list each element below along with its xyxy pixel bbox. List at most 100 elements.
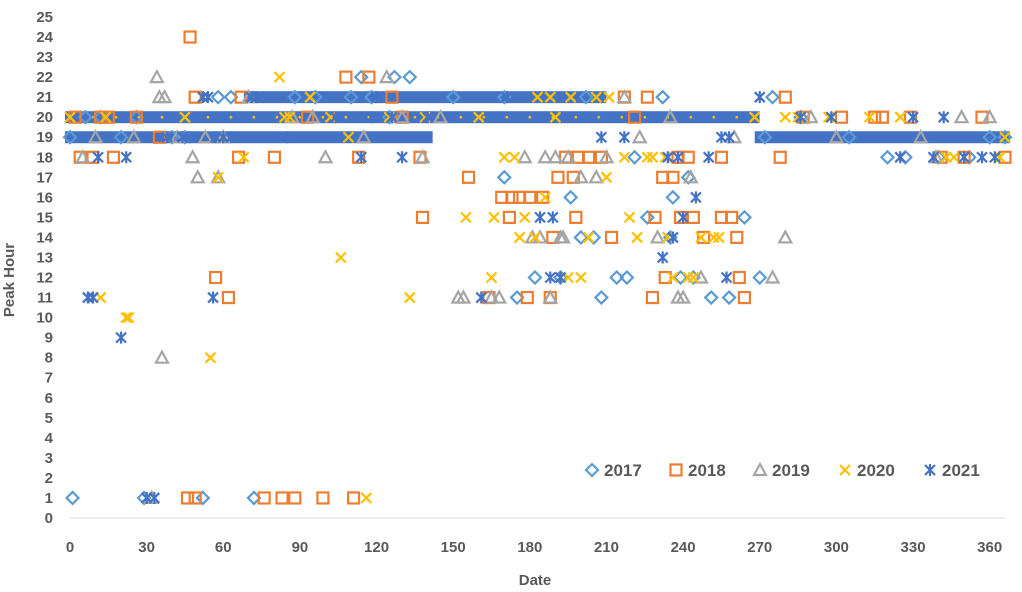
- data-point: [64, 490, 81, 506]
- data-point: [912, 128, 929, 144]
- y-tick-label: 16: [36, 189, 53, 206]
- data-point: [686, 210, 700, 224]
- data-point: [212, 171, 224, 184]
- data-point: [432, 108, 449, 124]
- data-point: [460, 211, 472, 224]
- data-point: [564, 91, 577, 103]
- data-point: [714, 150, 729, 164]
- data-point: [445, 89, 461, 105]
- data-point: [221, 290, 235, 305]
- data-point: [488, 211, 500, 224]
- data-point: [582, 231, 595, 244]
- data-point: [534, 211, 546, 224]
- x-tick-label: 30: [138, 539, 155, 556]
- data-point: [304, 108, 321, 124]
- band-dot: [482, 115, 486, 119]
- data-point: [148, 491, 161, 504]
- data-point: [773, 150, 787, 164]
- data-point: [590, 91, 603, 103]
- y-tick-label: 5: [45, 410, 53, 427]
- data-point: [894, 151, 907, 164]
- data-point: [573, 229, 589, 245]
- data-point: [209, 270, 223, 285]
- data-point: [554, 271, 567, 284]
- series-2019: [74, 68, 998, 505]
- data-point: [863, 111, 876, 123]
- x-tick-label: 300: [824, 539, 849, 556]
- data-point: [461, 170, 476, 184]
- data-point: [283, 111, 296, 123]
- band-dot: [597, 115, 601, 119]
- data-point: [188, 491, 202, 505]
- data-point: [737, 290, 752, 305]
- data-point: [304, 91, 316, 103]
- data-point: [604, 230, 619, 245]
- data-point: [188, 90, 202, 104]
- data-point: [779, 111, 792, 123]
- data-point: [237, 151, 250, 164]
- data-point: [101, 110, 115, 124]
- x-tick-label: 270: [747, 539, 772, 556]
- data-point: [646, 151, 659, 164]
- dense-band-2021: [754, 131, 1010, 144]
- data-point: [667, 231, 679, 244]
- band-dot: [298, 115, 302, 119]
- y-tick-label: 1: [45, 490, 53, 507]
- data-point: [455, 289, 472, 304]
- data-point: [353, 69, 369, 85]
- data-point: [202, 91, 214, 104]
- data-points: [62, 30, 1013, 506]
- data-point: [726, 128, 743, 144]
- data-point: [641, 151, 654, 164]
- data-point: [581, 150, 596, 164]
- data-point: [491, 289, 508, 304]
- data-point: [736, 209, 752, 225]
- data-point: [639, 209, 655, 225]
- data-point: [527, 269, 543, 286]
- data-point: [403, 291, 416, 304]
- data-point: [281, 131, 293, 144]
- data-point: [498, 151, 511, 164]
- series-2020: [64, 71, 1011, 504]
- data-point: [106, 150, 121, 164]
- data-point: [627, 110, 642, 124]
- data-point: [828, 128, 845, 144]
- y-tick-label: 20: [36, 109, 53, 126]
- data-point: [609, 269, 625, 286]
- data-point: [907, 111, 919, 124]
- data-point: [948, 151, 960, 164]
- data-point: [953, 108, 970, 124]
- data-point: [352, 150, 366, 164]
- data-point: [687, 271, 700, 284]
- data-point: [385, 90, 399, 104]
- data-point: [183, 30, 197, 44]
- data-point: [360, 492, 373, 504]
- data-point: [396, 151, 408, 164]
- band-dot: [229, 115, 233, 119]
- legend-marker: [839, 464, 851, 476]
- data-point: [370, 91, 383, 104]
- legend-item-2021: 2021: [924, 461, 980, 480]
- data-point: [682, 169, 699, 184]
- data-point: [994, 151, 1006, 164]
- data-point: [126, 128, 142, 144]
- band-dot: [91, 115, 95, 119]
- legend-item-2019: 2019: [752, 461, 810, 480]
- y-tick-label: 7: [45, 370, 53, 387]
- y-tick-label: 14: [36, 229, 53, 246]
- data-point: [529, 231, 541, 244]
- data-point: [113, 129, 129, 145]
- data-point: [122, 311, 135, 324]
- y-tick-label: 11: [37, 290, 53, 307]
- data-point: [536, 190, 550, 204]
- y-tick-label: 13: [36, 249, 53, 266]
- legend-marker: [669, 463, 683, 477]
- data-point: [496, 169, 512, 185]
- data-point: [563, 189, 579, 205]
- data-point: [631, 231, 643, 244]
- data-point: [485, 271, 498, 284]
- data-point: [982, 129, 998, 145]
- data-point: [544, 91, 557, 103]
- data-point: [537, 148, 554, 164]
